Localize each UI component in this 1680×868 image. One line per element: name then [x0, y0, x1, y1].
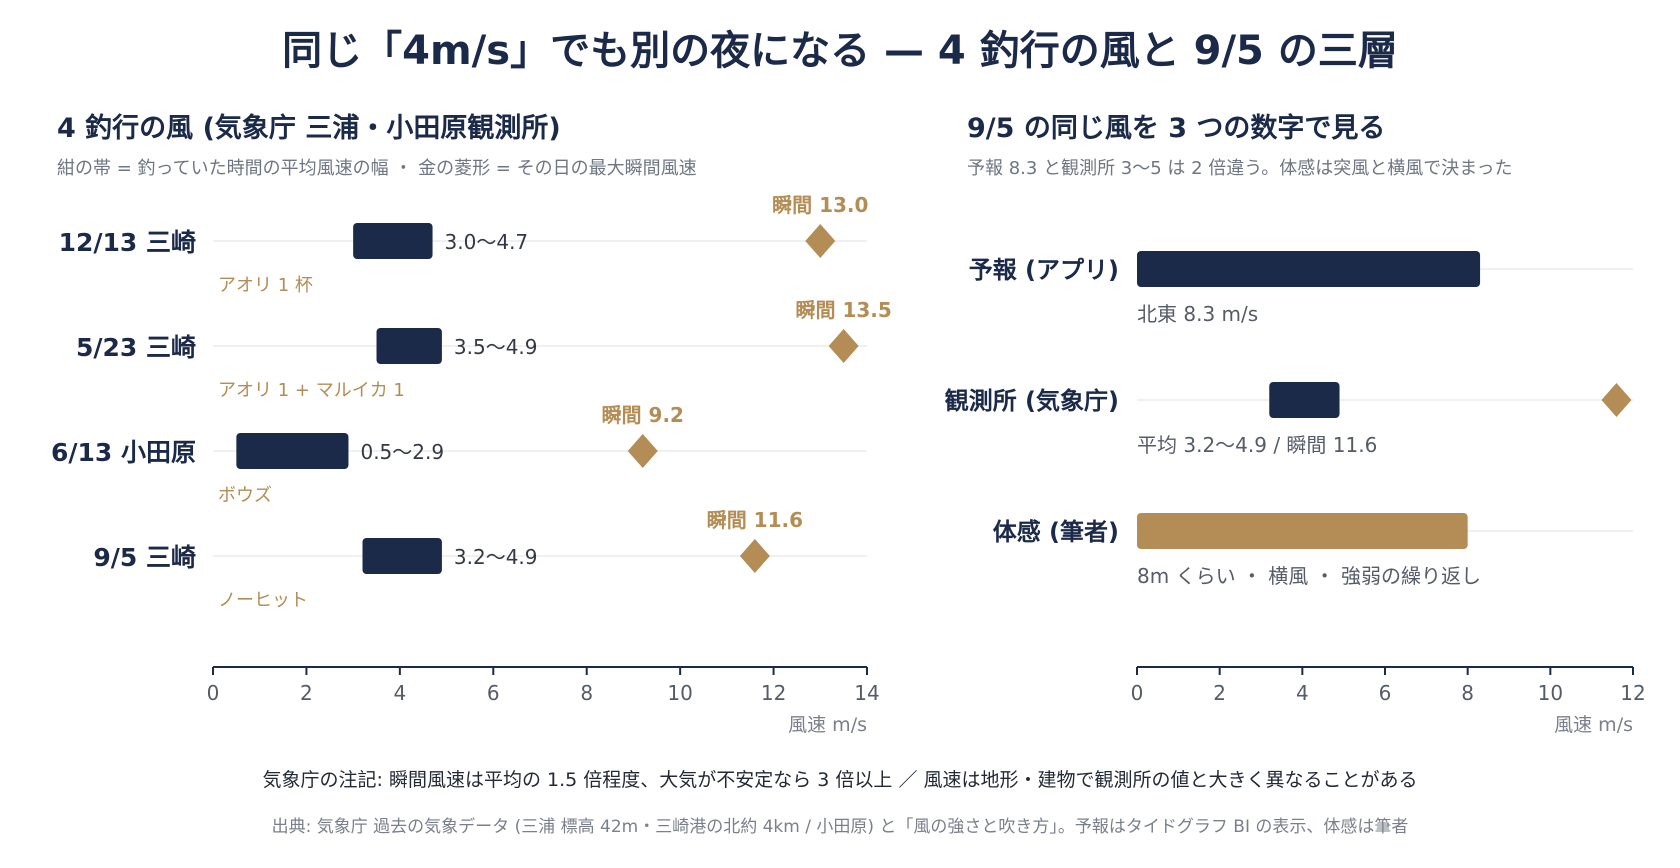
gust-marker: [828, 329, 859, 363]
left-chart-title: 4 釣行の風 (気象庁 三浦・小田原観測所): [57, 113, 561, 144]
range-label: 3.5〜4.9: [454, 335, 538, 359]
footer-source: 出典: 気象庁 過去の気象データ (三浦 標高 42m・三崎港の北約 4km /…: [271, 817, 1409, 837]
range-label: 0.5〜2.9: [360, 440, 444, 464]
catch-label: ノーヒット: [218, 590, 308, 611]
gust-marker: [627, 434, 658, 468]
gust-marker: [1601, 383, 1632, 417]
value-bar: [1269, 382, 1340, 418]
bar-note: 8m くらい ・ 横風 ・ 強弱の繰り返し: [1137, 564, 1481, 588]
range-bar: [236, 433, 349, 469]
gust-label: 瞬間 13.5: [795, 298, 891, 322]
x-tick-label: 0: [1131, 681, 1144, 705]
x-tick-label: 4: [1296, 681, 1309, 705]
x-tick-label: 10: [1538, 681, 1563, 705]
row-label: 体感 (筆者): [993, 518, 1119, 546]
x-tick-label: 8: [1461, 681, 1474, 705]
row-label: 予報 (アプリ): [969, 256, 1119, 284]
x-axis-label: 風速 m/s: [788, 714, 867, 736]
gust-marker: [739, 539, 770, 573]
right-chart-title: 9/5 の同じ風を 3 つの数字で見る: [967, 113, 1386, 144]
x-tick-label: 8: [580, 681, 593, 705]
row-label: 6/13 小田原: [51, 438, 196, 467]
x-tick-label: 2: [1213, 681, 1226, 705]
x-tick-label: 12: [1620, 681, 1645, 705]
x-tick-label: 6: [1379, 681, 1392, 705]
x-tick-label: 10: [667, 681, 692, 705]
x-tick-label: 12: [761, 681, 786, 705]
x-axis-label: 風速 m/s: [1554, 714, 1633, 736]
range-bar: [362, 538, 442, 574]
value-bar: [1137, 251, 1481, 287]
row-label: 12/13 三崎: [59, 228, 196, 257]
left-chart-subtitle: 紺の帯 = 釣っていた時間の平均風速の幅 ・ 金の菱形 = その日の最大瞬間風速: [57, 158, 697, 179]
main-title: 同じ「4m/s」でも別の夜になる — 4 釣行の風と 9/5 の三層: [282, 28, 1398, 74]
catch-label: ボウズ: [218, 485, 272, 506]
value-bar: [1137, 513, 1468, 549]
catch-label: アオリ 1 杯: [218, 275, 313, 296]
bar-note: 平均 3.2〜4.9 / 瞬間 11.6: [1137, 433, 1377, 457]
bar-note: 北東 8.3 m/s: [1137, 302, 1258, 326]
footer-note: 気象庁の注記: 瞬間風速は平均の 1.5 倍程度、大気が不安定なら 3 倍以上 …: [262, 769, 1418, 791]
x-tick-label: 14: [854, 681, 879, 705]
gust-label: 瞬間 13.0: [772, 193, 868, 217]
catch-label: アオリ 1 + マルイカ 1: [218, 380, 405, 401]
row-label: 5/23 三崎: [76, 333, 196, 362]
x-tick-label: 6: [487, 681, 500, 705]
range-label: 3.0〜4.7: [445, 230, 529, 254]
gust-label: 瞬間 11.6: [707, 508, 803, 532]
x-tick-label: 4: [393, 681, 406, 705]
range-bar: [376, 328, 442, 364]
range-bar: [353, 223, 433, 259]
x-tick-label: 2: [300, 681, 313, 705]
gust-label: 瞬間 9.2: [602, 403, 684, 427]
gust-marker: [805, 224, 836, 258]
x-tick-label: 0: [207, 681, 220, 705]
range-label: 3.2〜4.9: [454, 545, 538, 569]
row-label: 9/5 三崎: [93, 543, 196, 572]
right-chart-subtitle: 予報 8.3 と観測所 3〜5 は 2 倍違う。体感は突風と横風で決まった: [967, 158, 1513, 179]
row-label: 観測所 (気象庁): [945, 387, 1119, 415]
